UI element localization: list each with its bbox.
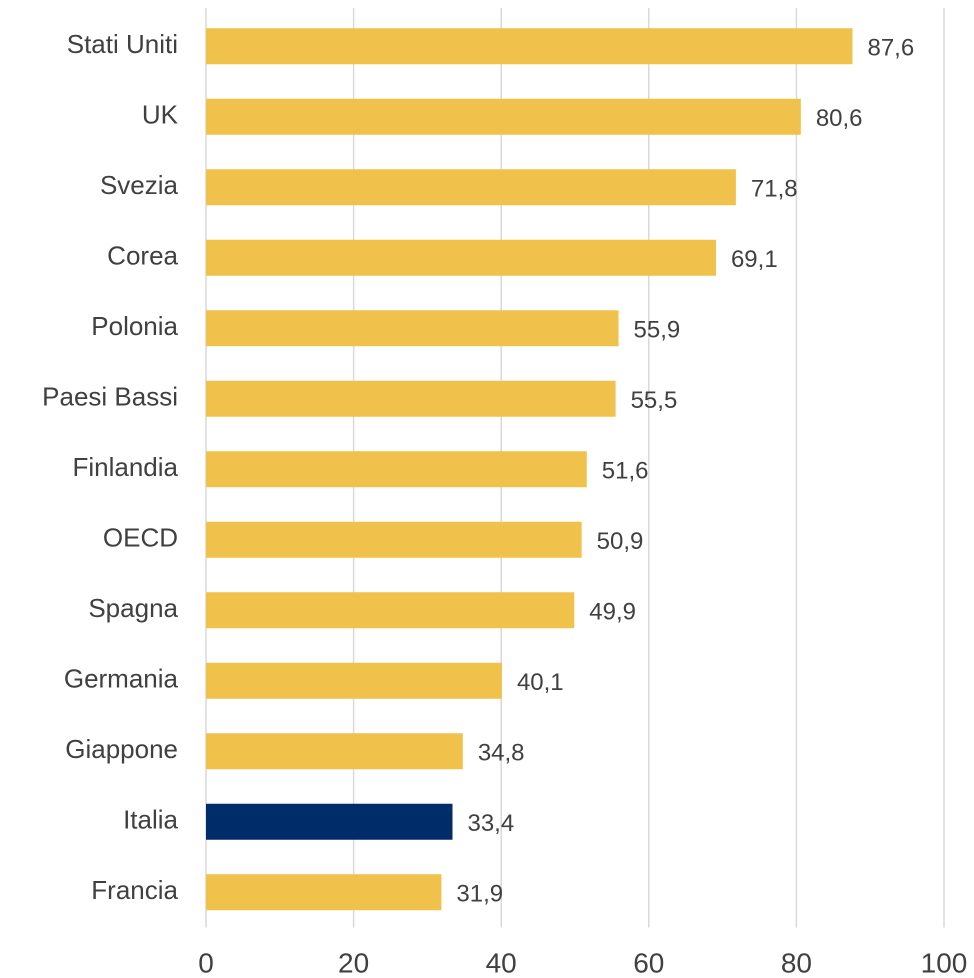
bar bbox=[206, 803, 453, 840]
value-label: 55,5 bbox=[631, 387, 678, 414]
y-tick-label: Germania bbox=[64, 664, 179, 694]
y-tick-label: Polonia bbox=[91, 311, 178, 341]
y-tick-label: Giappone bbox=[65, 734, 178, 764]
bar bbox=[206, 662, 502, 699]
y-tick-label: UK bbox=[142, 100, 179, 130]
bar bbox=[206, 28, 853, 65]
bar bbox=[206, 592, 575, 629]
x-tick-label: 100 bbox=[921, 947, 968, 978]
value-label: 51,6 bbox=[602, 458, 649, 485]
bar bbox=[206, 169, 736, 206]
value-label: 69,1 bbox=[731, 246, 778, 273]
y-tick-label: Francia bbox=[91, 875, 178, 905]
x-tick-label: 20 bbox=[338, 947, 369, 978]
value-label: 55,9 bbox=[634, 317, 681, 344]
value-label: 87,6 bbox=[867, 35, 914, 62]
x-tick-label: 60 bbox=[633, 947, 664, 978]
bar bbox=[206, 239, 716, 276]
value-label: 80,6 bbox=[816, 105, 863, 132]
x-tick-label: 0 bbox=[198, 947, 214, 978]
bar bbox=[206, 733, 463, 770]
value-label: 31,9 bbox=[456, 881, 503, 908]
y-tick-label: Finlandia bbox=[72, 452, 178, 482]
y-tick-label: Paesi Bassi bbox=[42, 382, 178, 412]
value-label: 50,9 bbox=[597, 528, 644, 555]
value-label: 34,8 bbox=[478, 740, 525, 767]
y-tick-label: Corea bbox=[107, 241, 178, 271]
bar bbox=[206, 98, 801, 135]
y-tick-label: Spagna bbox=[88, 593, 178, 623]
x-tick-label: 80 bbox=[781, 947, 812, 978]
bar bbox=[206, 310, 619, 347]
bar bbox=[206, 451, 587, 488]
value-label: 40,1 bbox=[517, 669, 564, 696]
y-tick-label: OECD bbox=[103, 523, 178, 553]
y-tick-label: Italia bbox=[123, 805, 178, 835]
bar bbox=[206, 874, 442, 911]
value-label: 49,9 bbox=[589, 599, 636, 626]
y-tick-label: Svezia bbox=[100, 170, 179, 200]
bar bbox=[206, 380, 616, 417]
x-tick-label: 40 bbox=[486, 947, 517, 978]
bar bbox=[206, 521, 582, 558]
value-label: 71,8 bbox=[751, 176, 798, 203]
y-tick-label: Stati Uniti bbox=[67, 29, 178, 59]
value-label: 33,4 bbox=[467, 810, 514, 837]
